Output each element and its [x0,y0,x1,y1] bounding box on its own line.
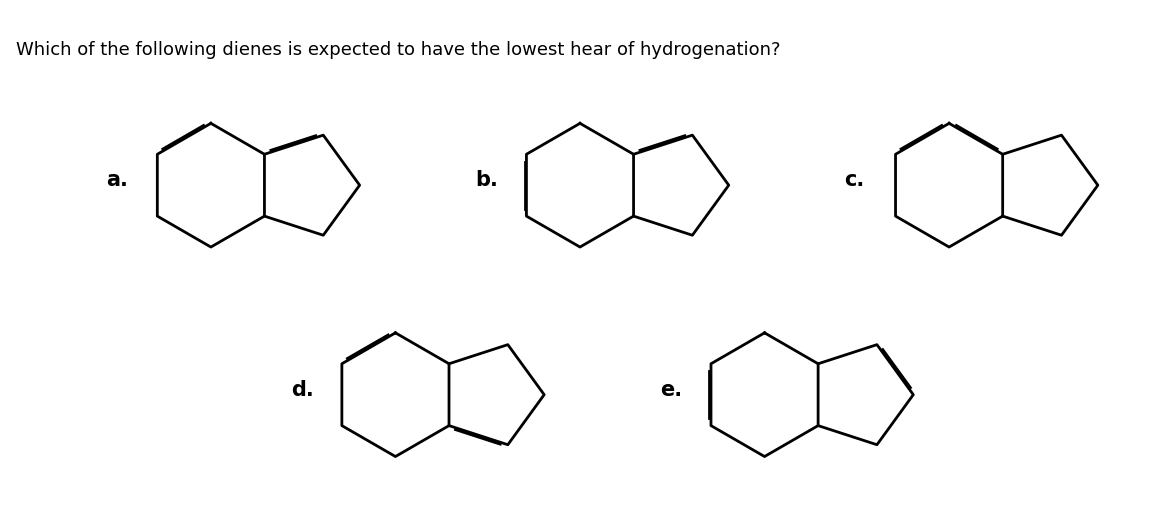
Text: b.: b. [475,170,498,190]
Text: c.: c. [844,170,865,190]
Text: d.: d. [290,379,313,400]
Text: e.: e. [660,379,682,400]
Text: Which of the following dienes is expected to have the lowest hear of hydrogenati: Which of the following dienes is expecte… [16,40,780,58]
Text: a.: a. [106,170,128,190]
